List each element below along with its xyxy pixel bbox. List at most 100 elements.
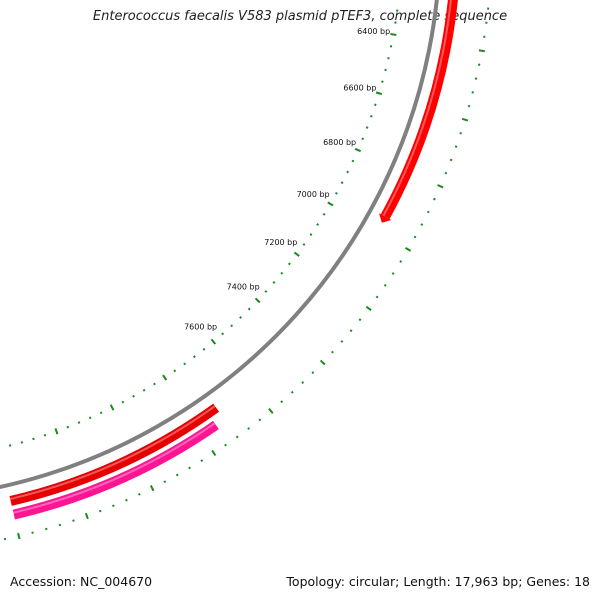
minor-tick-outer	[112, 504, 115, 508]
minor-tick-outer	[301, 381, 305, 385]
major-tick-inner	[54, 428, 59, 435]
major-tick-outer	[404, 247, 412, 252]
minor-tick-inner	[43, 433, 47, 437]
gene-forward-2	[9, 403, 220, 506]
major-tick-outer	[478, 49, 486, 53]
minor-tick-inner	[88, 416, 92, 420]
minor-tick-outer	[444, 171, 448, 175]
minor-tick-outer	[58, 523, 62, 527]
minor-tick-outer	[224, 443, 227, 447]
major-tick-outer	[149, 485, 155, 492]
gene-reverse-1-highlight	[13, 422, 216, 514]
minor-tick-inner	[221, 332, 225, 336]
minor-tick-inner	[361, 137, 364, 141]
minor-tick-outer	[235, 435, 239, 439]
minor-tick-outer	[163, 480, 167, 484]
major-tick-outer	[461, 117, 469, 122]
major-tick-outer	[268, 407, 274, 414]
major-tick-inner	[293, 251, 300, 257]
minor-tick-inner	[239, 316, 242, 319]
minor-tick-outer	[413, 235, 417, 239]
minor-tick-inner	[280, 271, 284, 275]
minor-tick-outer	[247, 427, 251, 430]
minor-tick-inner	[202, 347, 206, 351]
minor-tick-outer	[420, 223, 424, 226]
minor-tick-outer	[433, 197, 436, 201]
tick-label: 7200 bp	[264, 238, 297, 247]
minor-tick-inner	[288, 262, 291, 266]
minor-tick-inner	[247, 307, 251, 311]
gene-forward-1	[380, 0, 458, 220]
minor-tick-outer	[138, 493, 141, 496]
minor-tick-inner	[302, 243, 306, 246]
minor-tick-inner	[230, 324, 234, 328]
minor-tick-outer	[459, 131, 462, 135]
topology-summary: Topology: circular; Length: 17,963 bp; G…	[286, 574, 590, 589]
major-tick-inner	[375, 91, 383, 96]
tick-label: 7600 bp	[184, 322, 217, 331]
tick-label: 6400 bp	[357, 27, 390, 36]
major-tick-inner	[354, 147, 362, 153]
major-tick-outer	[17, 532, 21, 540]
minor-tick-inner	[381, 80, 384, 83]
minor-tick-outer	[399, 260, 403, 263]
minor-tick-inner	[173, 369, 177, 373]
major-tick-outer	[319, 359, 326, 366]
major-tick-outer	[211, 449, 217, 457]
gene-forward-2-highlight	[9, 405, 216, 501]
minor-tick-inner	[32, 437, 35, 441]
minor-tick-inner	[77, 421, 81, 424]
minor-tick-inner	[309, 233, 313, 236]
minor-tick-outer	[311, 371, 315, 375]
minor-tick-outer	[449, 158, 453, 162]
plasmid-backbone	[0, 0, 439, 489]
tick-label: 6600 bp	[343, 83, 376, 92]
minor-tick-inner	[132, 394, 135, 398]
major-tick-outer	[365, 305, 372, 312]
minor-tick-outer	[280, 400, 284, 404]
minor-tick-inner	[183, 362, 187, 366]
gene-forward-1-highlight	[382, 0, 452, 217]
minor-tick-outer	[358, 318, 362, 322]
minor-tick-inner	[66, 425, 70, 429]
minor-tick-inner	[335, 192, 338, 195]
minor-ticks-inner	[0, 9, 399, 452]
tick-label: 7000 bp	[297, 190, 330, 199]
major-tick-inner	[109, 404, 115, 411]
minor-tick-outer	[175, 473, 179, 477]
minor-tick-inner	[374, 103, 377, 107]
tick-label: 6800 bp	[323, 138, 356, 147]
minor-tick-outer	[340, 340, 344, 343]
gene-reverse-1	[12, 420, 219, 520]
minor-tick-inner	[351, 159, 355, 163]
minor-tick-inner	[346, 170, 349, 174]
minor-tick-inner	[370, 114, 373, 118]
tick-label: 7400 bp	[227, 283, 260, 292]
major-tick-outer	[437, 184, 444, 189]
minor-tick-outer	[375, 295, 379, 299]
minor-tick-inner	[20, 441, 24, 444]
major-tick-outer	[84, 512, 89, 520]
minor-tick-outer	[290, 390, 294, 394]
minor-tick-outer	[454, 145, 458, 148]
minor-tick-outer	[391, 272, 395, 275]
minor-tick-inner	[340, 181, 344, 185]
minor-tick-outer	[188, 466, 191, 470]
minor-tick-outer	[349, 329, 353, 333]
major-tick-inner	[162, 374, 168, 381]
minor-tick-inner	[99, 411, 103, 415]
gene-forward-1-arrow	[379, 213, 392, 223]
major-tick-inner	[327, 201, 334, 207]
minor-tick-inner	[193, 355, 196, 359]
major-tick-inner	[210, 338, 217, 345]
minor-tick-outer	[258, 418, 262, 422]
major-tick-inner	[390, 32, 397, 37]
minor-tick-outer	[200, 459, 204, 462]
minor-tick-inner	[322, 212, 326, 216]
minor-tick-inner	[142, 388, 146, 392]
minor-tick-outer	[45, 527, 48, 531]
gene-features	[9, 0, 458, 520]
minor-tick-outer	[467, 104, 471, 108]
